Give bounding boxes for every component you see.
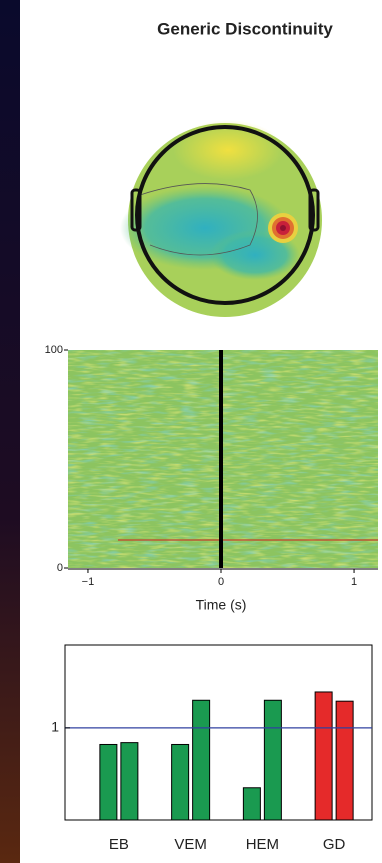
y-tick-label: 1 — [51, 719, 59, 735]
x-axis-label: Time (s) — [196, 597, 247, 613]
bar — [99, 743, 118, 821]
x-tick-label: 1 — [351, 576, 357, 588]
y-tick-label: 0 — [57, 562, 63, 574]
side-strip — [0, 0, 20, 863]
x-tick-label: GD — [323, 836, 346, 853]
y-tick-label: 100 — [45, 344, 63, 356]
x-tick-label: EB — [109, 836, 129, 853]
topomap — [120, 120, 322, 317]
x-tick-label: 0 — [218, 576, 224, 588]
bar — [314, 691, 333, 821]
x-tick-label: HEM — [246, 836, 279, 853]
x-tick-label: VEM — [174, 836, 207, 853]
bar — [171, 743, 190, 821]
title: Generic Discontinuity — [157, 19, 333, 38]
bar — [242, 787, 261, 821]
bar — [263, 699, 282, 821]
x-tick-label: −1 — [82, 576, 95, 588]
plot-frame — [64, 644, 373, 821]
bar — [120, 742, 139, 821]
bar — [192, 699, 211, 821]
bar — [335, 700, 354, 821]
